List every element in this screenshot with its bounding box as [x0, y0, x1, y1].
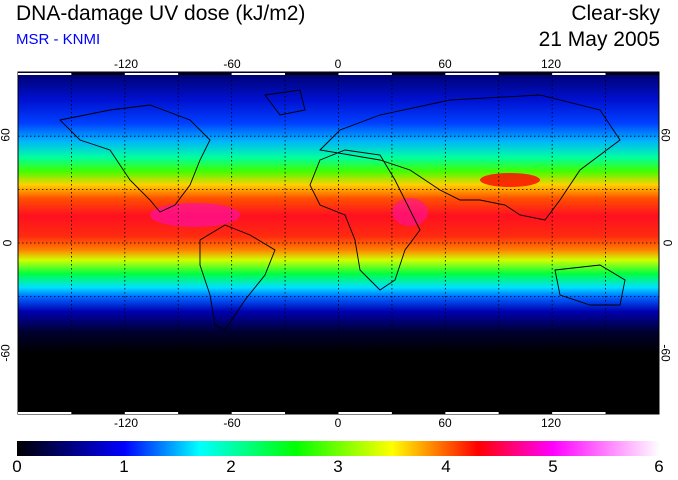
- lat-label: -60: [0, 344, 13, 362]
- lon-label: -60: [223, 416, 241, 430]
- border-tick-segment: [124, 412, 179, 414]
- map-border-ticks: [18, 73, 659, 414]
- source-label: MSR - KNMI: [16, 31, 101, 48]
- date-label: 21 May 2005: [538, 28, 660, 51]
- graticule: [18, 72, 659, 414]
- border-tick-segment: [391, 412, 446, 414]
- colorbar-label: 2: [226, 457, 236, 476]
- lon-label: 0: [334, 57, 342, 71]
- border-tick-segment: [445, 412, 499, 414]
- lat-label: 60: [0, 128, 13, 142]
- colorbar-label: 5: [548, 457, 558, 476]
- border-tick-segment: [124, 73, 179, 75]
- lat-label: 60: [658, 128, 673, 142]
- uv-maximum-americas: [150, 203, 240, 227]
- border-tick-segment: [605, 73, 659, 75]
- lon-label: 0: [334, 416, 342, 430]
- border-tick-segment: [178, 412, 232, 414]
- lon-label: 60: [438, 416, 452, 430]
- border-tick-segment: [18, 412, 72, 414]
- coastlines: [59, 89, 626, 331]
- lat-label: 0: [660, 239, 675, 247]
- border-tick-segment: [231, 412, 286, 414]
- border-tick-segment: [552, 73, 606, 75]
- border-tick-segment: [338, 73, 392, 75]
- border-tick-segment: [338, 412, 392, 414]
- colorbar: [17, 441, 660, 456]
- lon-label: 120: [540, 57, 562, 71]
- sky-condition-label: Clear-sky: [571, 2, 660, 25]
- colorbar-label: 0: [12, 457, 22, 476]
- lon-label: 60: [438, 57, 452, 71]
- lat-label: -60: [658, 344, 673, 362]
- uv-maximum-africa: [392, 198, 428, 226]
- colorbar-label: 6: [654, 457, 664, 476]
- border-tick-segment: [285, 73, 339, 75]
- border-tick-segment: [285, 412, 339, 414]
- border-tick-segment: [498, 412, 553, 414]
- colorbar-label: 3: [333, 457, 343, 476]
- border-tick-segment: [231, 73, 286, 75]
- border-tick-segment: [445, 73, 499, 75]
- lon-label: -60: [223, 57, 241, 71]
- map-title: DNA-damage UV dose (kJ/m2): [16, 2, 306, 25]
- border-tick-segment: [18, 73, 72, 75]
- border-tick-segment: [605, 412, 659, 414]
- tibet-low: [480, 173, 540, 187]
- border-tick-segment: [71, 73, 125, 75]
- border-tick-segment: [391, 73, 446, 75]
- border-tick-segment: [498, 73, 553, 75]
- border-tick-segment: [552, 412, 606, 414]
- colorbar-label: 1: [119, 457, 129, 476]
- lon-label: -120: [113, 57, 139, 71]
- lon-label: -120: [113, 416, 139, 430]
- colorbar-label: 4: [441, 457, 451, 476]
- border-tick-segment: [71, 412, 125, 414]
- lat-label: 0: [0, 239, 15, 247]
- lon-label: 120: [540, 416, 562, 430]
- border-tick-segment: [178, 73, 232, 75]
